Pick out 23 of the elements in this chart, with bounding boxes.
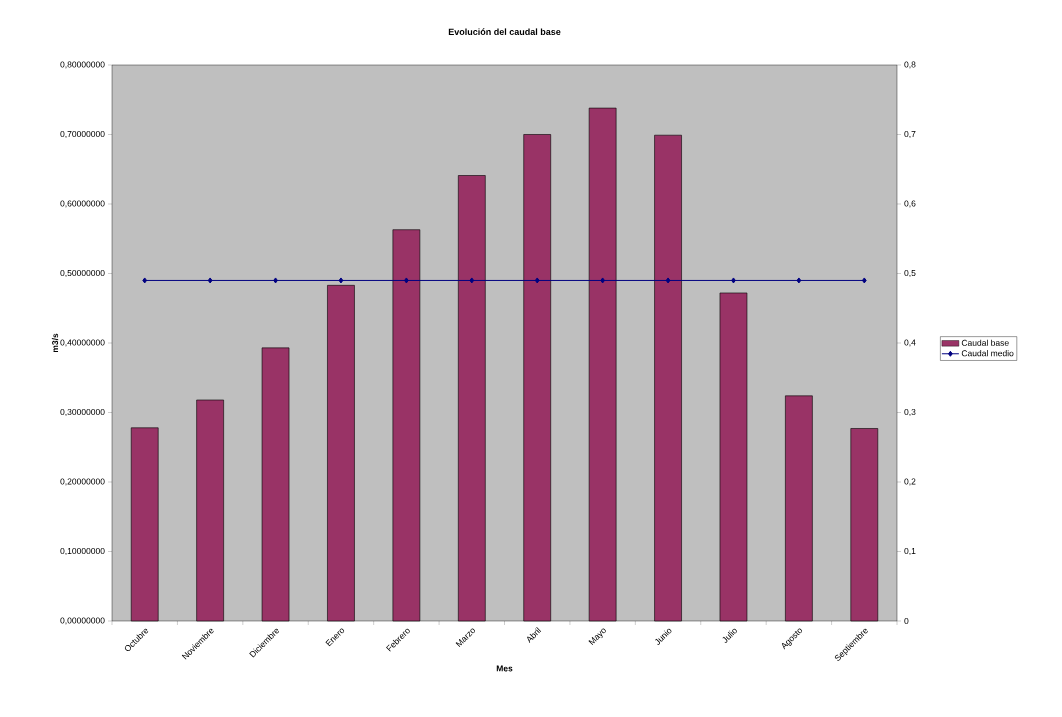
x-axis-title: Mes <box>496 665 513 672</box>
y2-tick-label: 0 <box>904 617 909 624</box>
y2-tick-label: 0,7 <box>904 130 916 139</box>
y-tick-label: 0,00000000 <box>60 617 105 625</box>
legend-label: Caudal medio <box>961 350 1014 357</box>
y-axis-title: m3/s <box>51 333 59 353</box>
y2-tick-label: 0,5 <box>904 269 916 278</box>
y2-tick-label: 0,8 <box>904 61 916 69</box>
y-tick-label: 0,40000000 <box>60 339 105 347</box>
y-tick-label: 0,10000000 <box>60 547 105 556</box>
y-tick-label: 0,20000000 <box>60 478 105 486</box>
y2-tick-label: 0,4 <box>904 339 916 347</box>
y2-tick-label: 0,6 <box>904 200 916 208</box>
legend-label: Caudal base <box>961 339 1009 346</box>
chart-title: Evolución del caudal base <box>448 28 561 35</box>
y-tick-label: 0,80000000 <box>60 61 105 69</box>
y-tick-label: 0,60000000 <box>60 200 105 208</box>
y-tick-label: 0,30000000 <box>60 408 105 417</box>
y2-tick-label: 0,1 <box>904 547 916 556</box>
y-tick-label: 0,50000000 <box>60 269 105 278</box>
y2-tick-label: 0,3 <box>904 408 916 417</box>
y2-tick-label: 0,2 <box>904 478 916 486</box>
y-tick-label: 0,70000000 <box>60 130 105 139</box>
